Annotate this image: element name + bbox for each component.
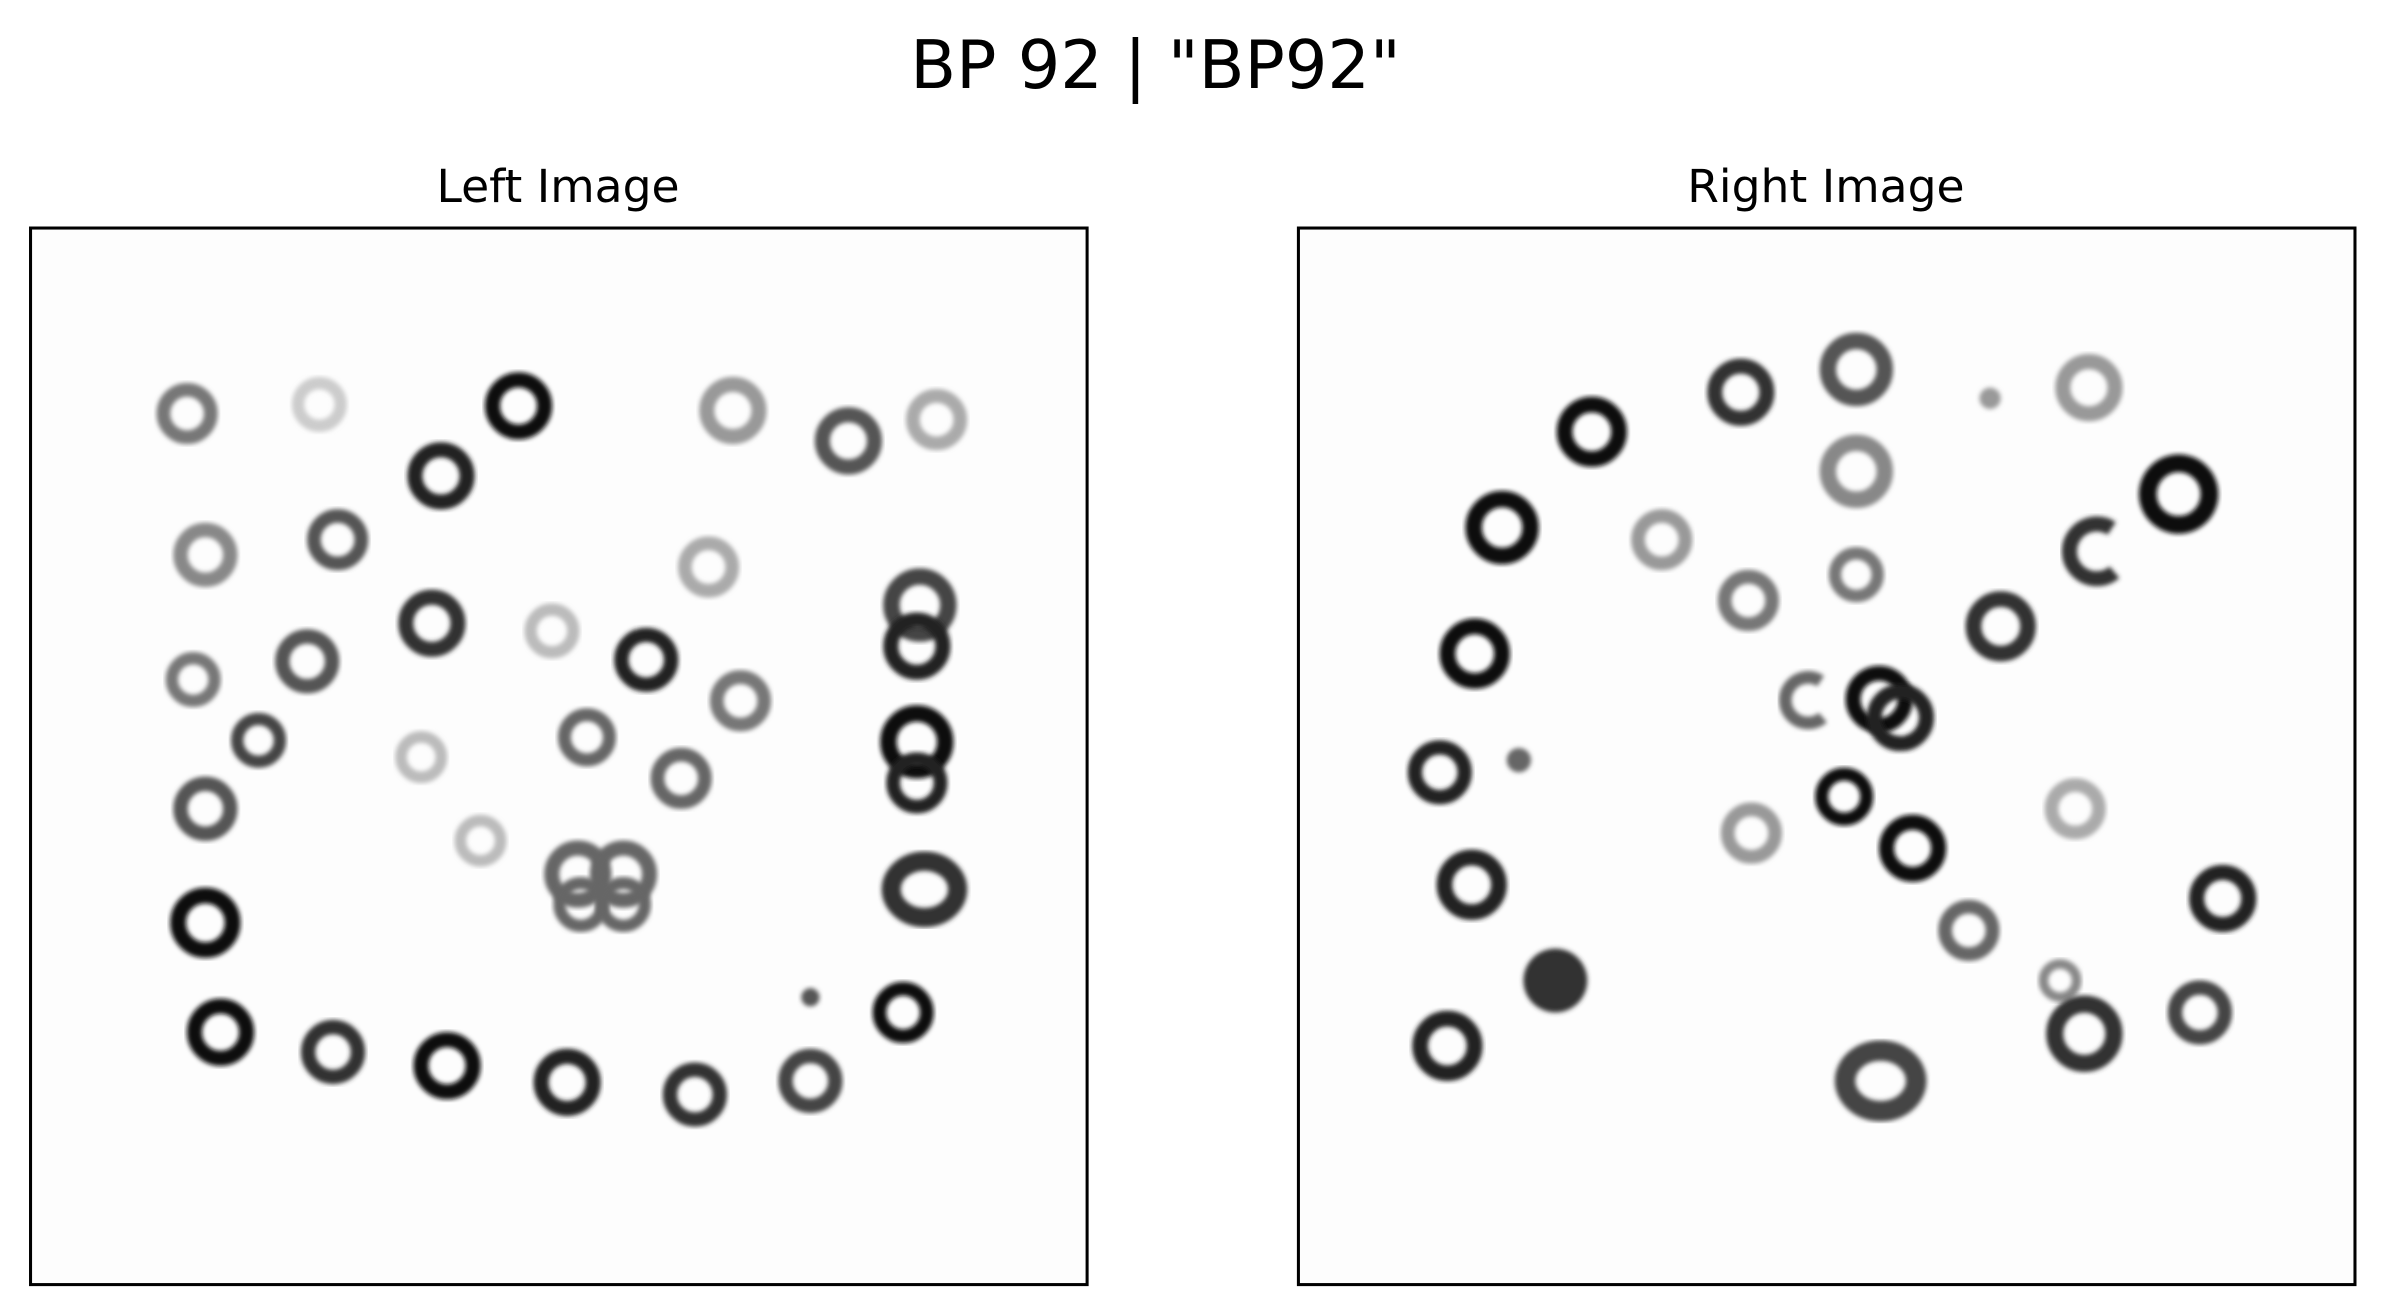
ring	[1631, 509, 1693, 571]
figure-title: BP 92 | "BP92"	[910, 26, 1400, 104]
ring	[589, 840, 658, 908]
ring	[883, 568, 957, 642]
right-image	[1298, 228, 2355, 1285]
ring	[1412, 1010, 1483, 1082]
ring	[883, 612, 951, 680]
image-area	[1298, 228, 2355, 1285]
ring	[1707, 358, 1775, 426]
ring	[557, 708, 616, 767]
ring	[231, 712, 287, 768]
ring	[1556, 396, 1627, 467]
ring	[814, 407, 883, 475]
ring	[170, 887, 241, 958]
ring	[699, 376, 767, 445]
ring	[881, 851, 968, 928]
ring	[275, 629, 340, 694]
ring	[454, 814, 507, 867]
ring	[2038, 959, 2082, 1002]
ring	[2138, 454, 2219, 534]
ring	[886, 752, 948, 814]
ring	[165, 652, 221, 708]
ring	[2046, 995, 2123, 1072]
ring	[413, 1032, 481, 1100]
ring	[398, 589, 466, 657]
ring	[1779, 671, 1827, 730]
ring	[1523, 948, 1588, 1013]
ring	[300, 1019, 366, 1085]
ring	[614, 627, 679, 692]
ring	[2055, 354, 2123, 422]
ring	[678, 536, 740, 598]
ring	[872, 981, 934, 1044]
ring	[1439, 618, 1510, 689]
ring	[484, 372, 553, 440]
ring	[650, 747, 712, 809]
ring	[1819, 332, 1894, 407]
ring	[1436, 849, 1507, 920]
ring	[880, 705, 954, 779]
panel-title: Left Image	[437, 160, 680, 213]
ring	[1938, 899, 2000, 961]
ring	[906, 389, 968, 451]
ring	[1965, 591, 2036, 662]
ring	[1979, 387, 2001, 409]
panel-frame	[1296, 226, 2357, 1287]
ring	[1407, 740, 1472, 805]
ring	[173, 776, 238, 841]
ring	[709, 670, 772, 732]
ring	[1815, 767, 1874, 826]
ring	[156, 382, 218, 445]
ring	[307, 509, 369, 571]
ring	[595, 877, 651, 933]
ring	[186, 998, 255, 1066]
ring	[1819, 434, 1894, 508]
ring	[1720, 802, 1783, 864]
ring	[2189, 864, 2257, 933]
ring	[778, 1048, 843, 1113]
ring	[1878, 814, 1947, 882]
ring	[801, 988, 820, 1007]
ring	[1834, 1040, 1927, 1122]
ring	[407, 442, 475, 510]
ring	[395, 731, 448, 784]
ring	[533, 1048, 601, 1117]
panel-title: Right Image	[1687, 160, 1964, 213]
ring	[2061, 516, 2120, 587]
ring	[662, 1062, 727, 1127]
ring	[1828, 547, 1884, 603]
ring	[2044, 778, 2106, 840]
ring	[291, 376, 347, 432]
ring	[1506, 747, 1532, 773]
ring	[1465, 490, 1539, 565]
ring	[2167, 980, 2232, 1045]
ring	[1717, 569, 1779, 632]
ring	[173, 522, 238, 587]
panel-frame	[29, 226, 1089, 1287]
ring	[1866, 683, 1935, 752]
ring	[524, 603, 580, 659]
left-image	[30, 228, 1088, 1285]
